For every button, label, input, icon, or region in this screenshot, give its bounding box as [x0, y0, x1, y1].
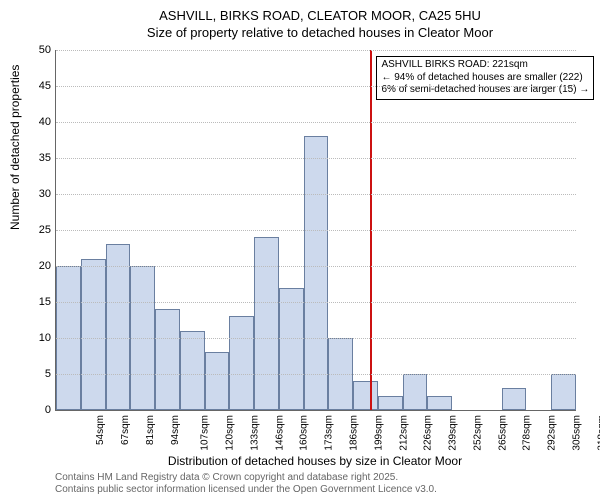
- y-tick-label: 5: [26, 368, 51, 380]
- x-tick-label: 94sqm: [170, 415, 181, 445]
- footer-line-2: Contains public sector information licen…: [55, 484, 437, 496]
- histogram-bar: [106, 244, 131, 410]
- y-axis-label: Number of detached properties: [8, 65, 22, 230]
- grid-line: [56, 338, 576, 339]
- x-tick-label: 278sqm: [522, 415, 533, 451]
- footer-line-1: Contains HM Land Registry data © Crown c…: [55, 472, 437, 484]
- histogram-bar: [403, 374, 428, 410]
- x-tick-label: 54sqm: [95, 415, 106, 445]
- x-tick-label: 212sqm: [398, 415, 409, 451]
- y-tick-label: 15: [26, 296, 51, 308]
- histogram-bar: [502, 388, 527, 410]
- grid-line: [56, 158, 576, 159]
- y-tick-label: 0: [26, 404, 51, 416]
- y-tick-label: 40: [26, 116, 51, 128]
- chart-title: ASHVILL, BIRKS ROAD, CLEATOR MOOR, CA25 …: [50, 8, 590, 42]
- x-tick-label: 252sqm: [472, 415, 483, 451]
- annotation-line-2: ← 94% of detached houses are smaller (22…: [381, 72, 589, 85]
- y-tick-label: 45: [26, 80, 51, 92]
- x-tick-label: 292sqm: [547, 415, 558, 451]
- grid-line: [56, 374, 576, 375]
- grid-line: [56, 302, 576, 303]
- x-tick-label: 199sqm: [373, 415, 384, 451]
- grid-line: [56, 122, 576, 123]
- histogram-bar: [254, 237, 279, 410]
- histogram-bar: [205, 352, 230, 410]
- x-tick-label: 239sqm: [448, 415, 459, 451]
- grid-line: [56, 230, 576, 231]
- y-tick-label: 30: [26, 188, 51, 200]
- histogram-bar: [304, 136, 329, 410]
- y-tick-label: 35: [26, 152, 51, 164]
- x-tick-label: 67sqm: [120, 415, 131, 445]
- y-tick-label: 10: [26, 332, 51, 344]
- histogram-bar: [279, 288, 304, 410]
- histogram-bar: [378, 396, 403, 410]
- grid-line: [56, 50, 576, 51]
- annotation-line-1: ASHVILL BIRKS ROAD: 221sqm: [381, 59, 589, 72]
- title-line-2: Size of property relative to detached ho…: [50, 25, 590, 42]
- footer-attribution: Contains HM Land Registry data © Crown c…: [55, 472, 437, 496]
- x-tick-label: 107sqm: [200, 415, 211, 451]
- x-tick-label: 265sqm: [497, 415, 508, 451]
- x-tick-label: 318sqm: [596, 415, 600, 451]
- histogram-bar: [427, 396, 452, 410]
- x-axis-label: Distribution of detached houses by size …: [55, 454, 575, 468]
- x-tick-label: 81sqm: [145, 415, 156, 445]
- x-tick-label: 173sqm: [324, 415, 335, 451]
- x-tick-label: 226sqm: [423, 415, 434, 451]
- x-tick-label: 146sqm: [274, 415, 285, 451]
- grid-line: [56, 194, 576, 195]
- y-tick-label: 50: [26, 44, 51, 56]
- grid-line: [56, 266, 576, 267]
- plot-area: ASHVILL BIRKS ROAD: 221sqm ← 94% of deta…: [55, 50, 576, 411]
- histogram-bar: [180, 331, 205, 410]
- y-tick-label: 25: [26, 224, 51, 236]
- x-tick-label: 186sqm: [349, 415, 360, 451]
- x-tick-label: 305sqm: [571, 415, 582, 451]
- x-tick-label: 160sqm: [299, 415, 310, 451]
- histogram-bar: [81, 259, 106, 410]
- histogram-bar: [229, 316, 254, 410]
- title-line-1: ASHVILL, BIRKS ROAD, CLEATOR MOOR, CA25 …: [50, 8, 590, 25]
- histogram-bar: [551, 374, 576, 410]
- grid-line: [56, 86, 576, 87]
- histogram-bar: [155, 309, 180, 410]
- chart-container: ASHVILL, BIRKS ROAD, CLEATOR MOOR, CA25 …: [0, 0, 600, 500]
- x-tick-label: 120sqm: [225, 415, 236, 451]
- y-tick-label: 20: [26, 260, 51, 272]
- histogram-bar: [353, 381, 378, 410]
- annotation-box: ASHVILL BIRKS ROAD: 221sqm ← 94% of deta…: [376, 56, 594, 100]
- x-tick-label: 133sqm: [250, 415, 261, 451]
